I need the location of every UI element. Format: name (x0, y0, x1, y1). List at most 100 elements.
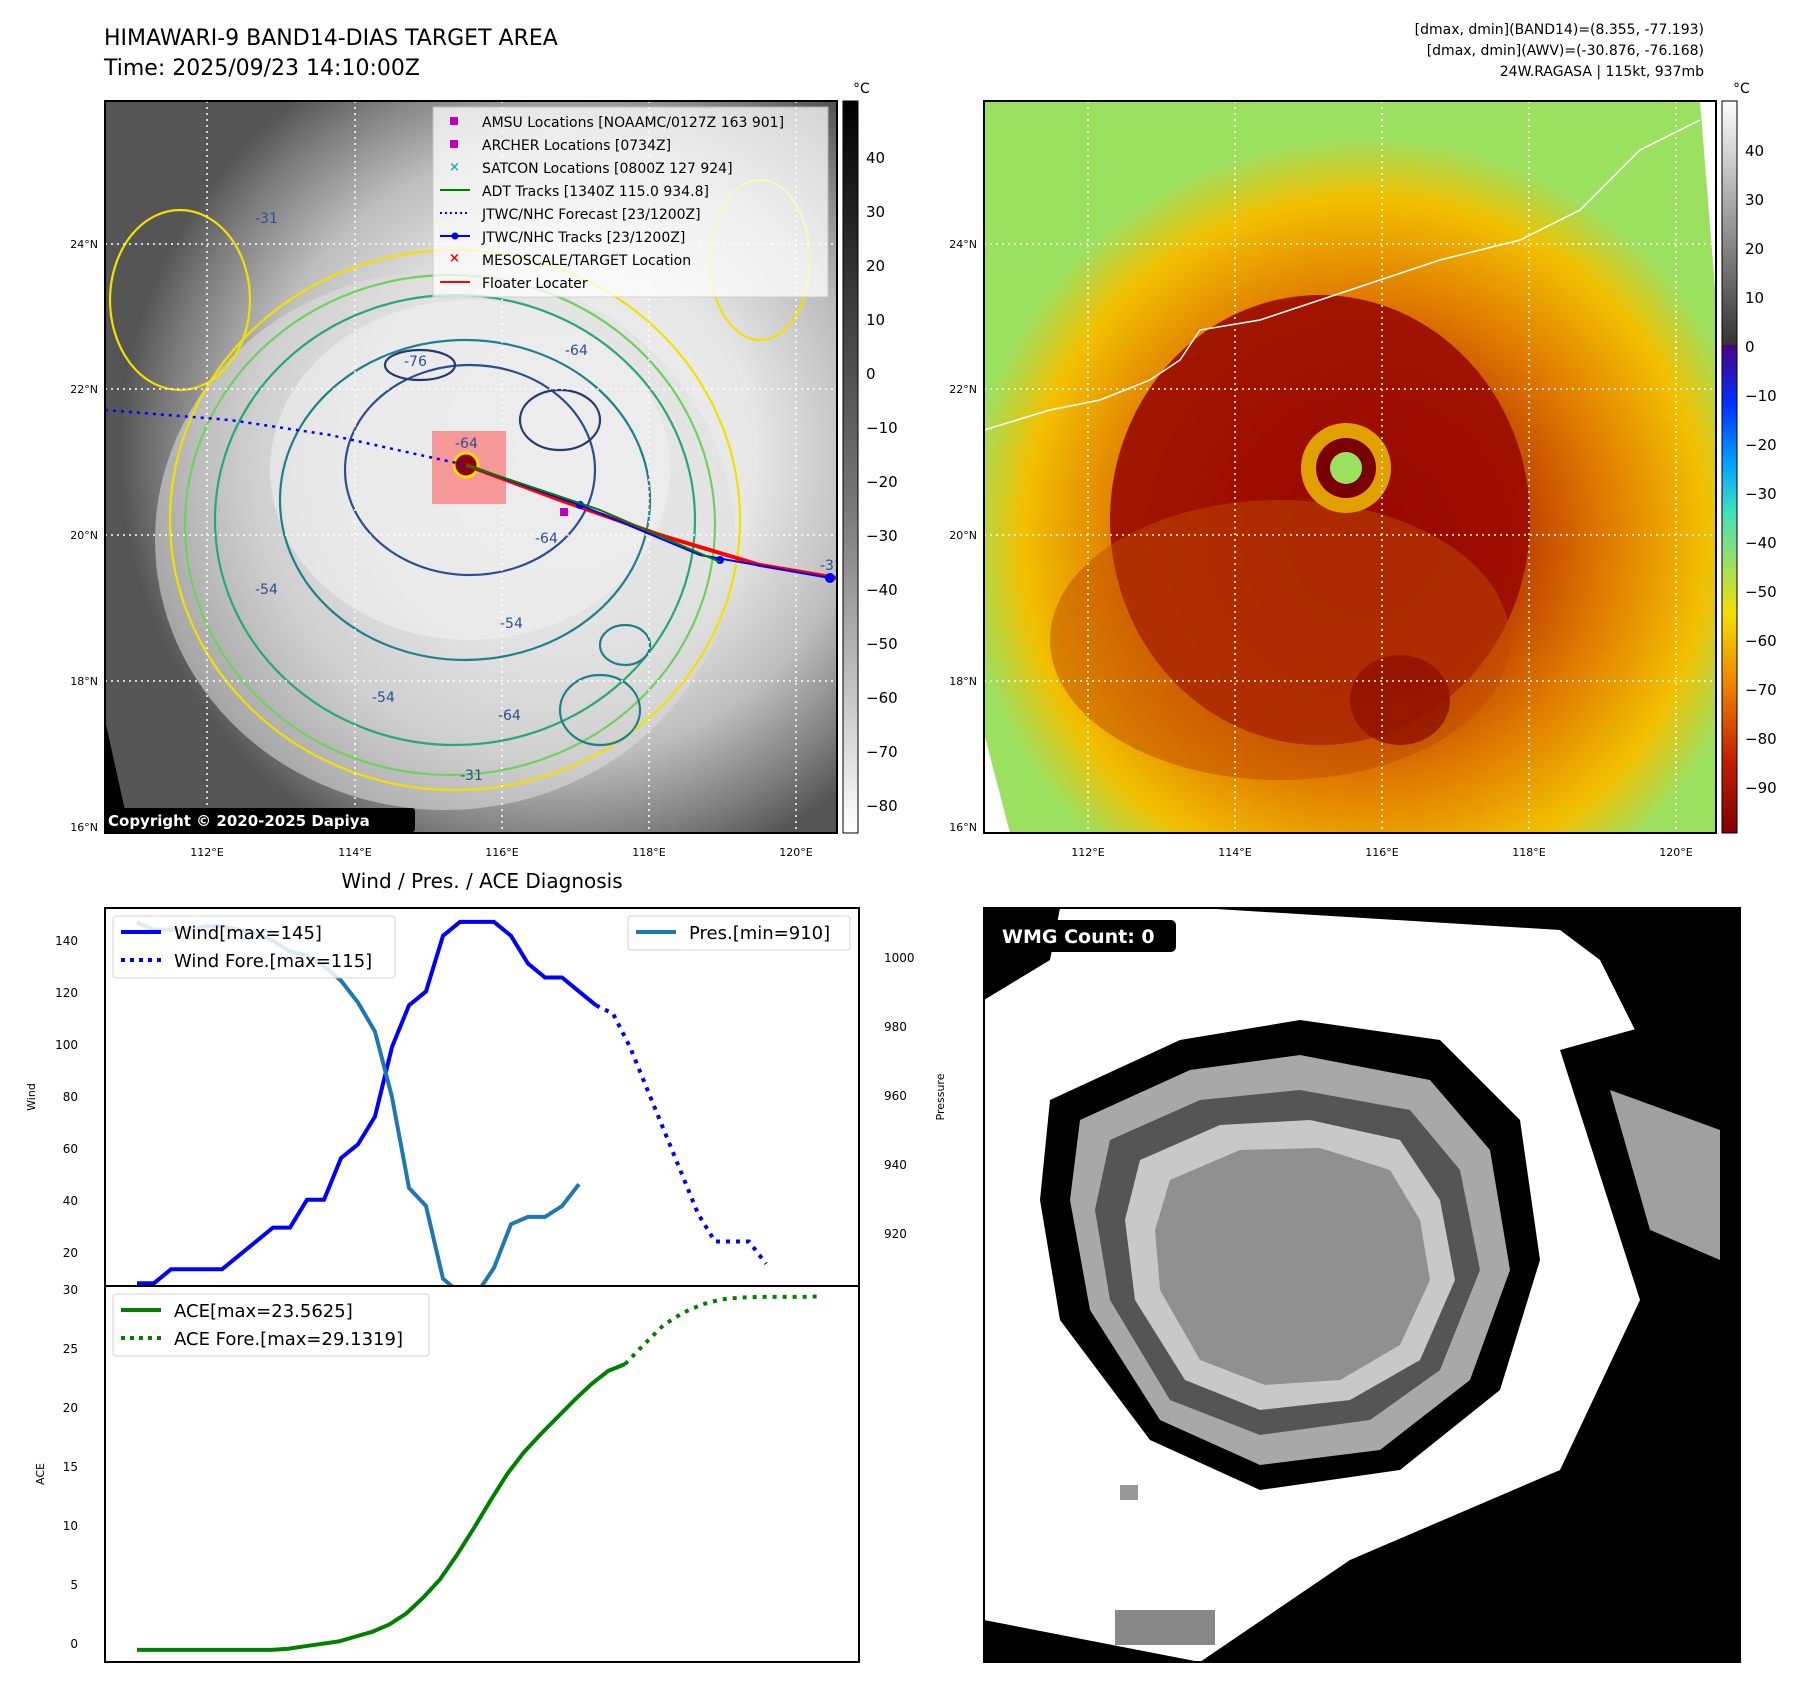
ace-chart: 30 25 20 15 10 5 0 ACE ACE[max=23.5625] … (34, 1283, 860, 1663)
ir-cbar-tick: 40 (866, 149, 885, 167)
ir-cbar-tick: −30 (866, 527, 898, 545)
ir-legend: × × AMSU Locations [NOAAMC/0127Z 163 901… (432, 106, 829, 298)
wind-ytick: 140 (55, 934, 78, 948)
awv-cbar-tick: −40 (1745, 534, 1777, 552)
legend-jtwc-tracks: JTWC/NHC Tracks [23/1200Z] (481, 230, 685, 246)
wind-ytick: 80 (63, 1090, 78, 1104)
legend-wind: Wind[max=145] (174, 923, 322, 944)
awv-coastline (984, 119, 1701, 431)
awv-lon-label: 112°E (1071, 846, 1104, 859)
wind-pressure-chart: Wind / Pres. / ACE Diagnosis 140 120 100… (25, 869, 947, 1296)
jtwc-forecast-track (105, 408, 467, 467)
awv-cbar-tick: 40 (1745, 142, 1764, 160)
info-awv: [dmax, dmin](AWV)=(-30.876, -76.168) (1426, 43, 1704, 59)
wind-line (137, 919, 598, 1286)
ace-series-layer (137, 1294, 820, 1652)
figure-time: Time: 2025/09/23 14:10:00Z (104, 56, 420, 81)
pressure-ytick: 960 (884, 1089, 907, 1103)
pressure-ytick: 920 (884, 1227, 907, 1241)
ir-cbar-tick: −20 (866, 473, 898, 491)
contour-label: -31 (820, 558, 843, 574)
ir-cbar-tick: 0 (866, 365, 876, 383)
awv-cbar-tick: −90 (1745, 779, 1777, 797)
wmg-count-badge (992, 920, 1176, 952)
awv-cbar-tick: −60 (1745, 632, 1777, 650)
awv-cbar-tick: 20 (1745, 240, 1764, 258)
ir-cbar-tick: −60 (866, 689, 898, 707)
awv-lon-label: 118°E (1512, 846, 1545, 859)
pressure-ytick: 1000 (884, 951, 915, 965)
ace-ytick: 5 (70, 1578, 78, 1592)
awv-colorbar-unit: °C (1733, 81, 1750, 97)
awv-image (984, 101, 1716, 833)
ace-ytick: 30 (63, 1283, 78, 1297)
ir-lon-label: 120°E (779, 846, 812, 859)
awv-cbar-tick: −80 (1745, 730, 1777, 748)
wmg-count-label: WMG Count: 0 (1002, 926, 1155, 948)
ir-lon-label: 116°E (485, 846, 518, 859)
wind-ytick: 40 (63, 1194, 78, 1208)
wind-axis-label: Wind (25, 1083, 38, 1111)
legend-mesoscale: MESOSCALE/TARGET Location (482, 253, 691, 269)
pressure-ytick: 940 (884, 1158, 907, 1172)
ir-lat-label: 24°N (70, 238, 98, 251)
legend-pressure: Pres.[min=910] (689, 923, 830, 944)
legend-floater: Floater Locater (482, 276, 588, 292)
contour-label: -64 (498, 708, 521, 724)
copyright-label: Copyright © 2020-2025 Dapiya (108, 812, 370, 830)
contour-label: -54 (255, 582, 278, 598)
wind-ytick: 120 (55, 986, 78, 1000)
wind-legend: Wind[max=145] Wind Fore.[max=115] (112, 915, 396, 979)
contour-label: -64 (565, 343, 588, 359)
awv-cbar-tick: −30 (1745, 485, 1777, 503)
info-band14: [dmax, dmin](BAND14)=(8.355, -77.193) (1414, 22, 1704, 38)
contour-label: -31 (255, 211, 278, 227)
awv-cbar-tick: −20 (1745, 436, 1777, 454)
ir-lat-label: 22°N (70, 383, 98, 396)
awv-lon-label: 120°E (1659, 846, 1692, 859)
diagnosis-title: Wind / Pres. / ACE Diagnosis (341, 869, 622, 893)
ace-ytick: 0 (70, 1637, 78, 1651)
awv-colorbar-upper (1722, 101, 1737, 345)
legend-ace: ACE[max=23.5625] (174, 1301, 353, 1322)
info-storm: 24W.RAGASA | 115kt, 937mb (1499, 64, 1704, 80)
adt-track (465, 464, 721, 563)
wind-forecast-line (595, 1003, 768, 1266)
pressure-axis-label: Pressure (934, 1073, 947, 1120)
awv-lon-label: 114°E (1218, 846, 1251, 859)
ir-cbar-tick: 30 (866, 203, 885, 221)
ir-contours (108, 178, 812, 792)
legend-archer: ARCHER Locations [0734Z] (482, 138, 671, 154)
awv-lat-label: 18°N (949, 675, 977, 688)
wmg-panel: WMG Count: 0 (983, 907, 1741, 1663)
pressure-ytick: 980 (884, 1020, 907, 1034)
pressure-legend: Pres.[min=910] (627, 915, 851, 951)
ir-cbar-tick: −70 (866, 743, 898, 761)
contour-label: -54 (372, 690, 395, 706)
archer-location-marker (560, 508, 568, 516)
ir-panel: -31 -64 -54 -76 -31 -64 -54 -64 -54 -64 … (70, 81, 897, 859)
ir-cbar-tick: −10 (866, 419, 898, 437)
ir-cbar-tick: −50 (866, 635, 898, 653)
ace-line (137, 1362, 626, 1652)
legend-jtwc-forecast: JTWC/NHC Forecast [23/1200Z] (481, 207, 701, 223)
awv-panel: °C 40 30 20 10 0 −10 −20 −30 −40 −50 −60… (949, 81, 1776, 859)
ir-colorbar-unit: °C (853, 81, 870, 97)
contour-label: -54 (500, 616, 523, 632)
awv-cbar-tick: 10 (1745, 289, 1764, 307)
svg-text:×: × (449, 160, 460, 175)
ir-lat-label: 16°N (70, 821, 98, 834)
ir-cbar-tick: −80 (866, 797, 898, 815)
ir-lat-label: 20°N (70, 529, 98, 542)
legend-amsu: AMSU Locations [NOAAMC/0127Z 163 901] (482, 115, 784, 131)
ir-lon-label: 112°E (190, 846, 223, 859)
wind-ytick: 20 (63, 1246, 78, 1260)
legend-wind-forecast: Wind Fore.[max=115] (174, 951, 372, 972)
awv-cbar-tick: −70 (1745, 681, 1777, 699)
awv-lat-label: 20°N (949, 529, 977, 542)
awv-cbar-tick: −10 (1745, 387, 1777, 405)
awv-lat-label: 24°N (949, 238, 977, 251)
ace-ytick: 25 (63, 1342, 78, 1356)
ace-legend: ACE[max=23.5625] ACE Fore.[max=29.1319] (112, 1293, 430, 1357)
